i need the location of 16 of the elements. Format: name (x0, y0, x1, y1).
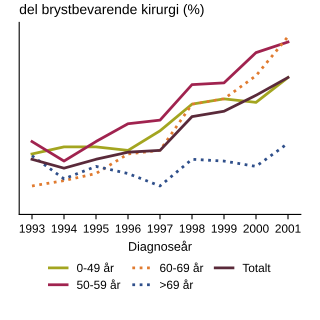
x-tick-label: 1997 (148, 224, 173, 233)
legend-label: 50-59 år (77, 279, 120, 290)
legend-label: Totalt (242, 263, 271, 272)
x-axis-title: Diagnoseår (129, 240, 192, 254)
legend-label: 60-69 år (160, 262, 204, 272)
x-tick-label: 2000 (243, 224, 269, 233)
chart-title: del brystbevarende kirurgi (%) (20, 4, 204, 17)
x-tick-label: 1998 (180, 224, 205, 233)
x-tick-label: 1994 (52, 224, 77, 233)
x-tick-label: 1999 (212, 224, 237, 233)
x-tick-label: 1993 (20, 224, 45, 233)
x-tick-label: 1996 (116, 224, 141, 233)
legend-label: >69 år (160, 279, 194, 290)
x-tick-label: 1995 (84, 224, 109, 233)
x-tick-label: 2001 (275, 224, 301, 233)
legend-label: 0-49 år (77, 262, 114, 272)
